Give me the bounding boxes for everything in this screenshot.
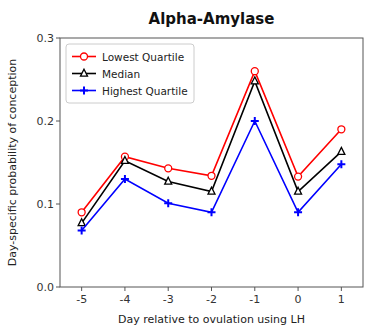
point <box>78 209 85 216</box>
x-tick <box>124 287 125 291</box>
legend: Lowest Quartile Median Highest Quartile <box>66 44 194 103</box>
point <box>78 219 85 226</box>
y-tick <box>56 38 60 39</box>
x-axis-label: Day relative to ovulation using LH <box>118 313 305 326</box>
x-tick-label: -5 <box>76 293 87 306</box>
y-tick <box>56 287 60 288</box>
point <box>121 175 129 183</box>
plot-area <box>78 68 346 235</box>
point <box>251 68 258 75</box>
y-tick-label: 0.1 <box>37 198 55 211</box>
legend-marker <box>81 69 88 76</box>
x-tick-label: 0 <box>295 293 302 306</box>
x-tick <box>211 287 212 291</box>
point <box>294 208 302 216</box>
point <box>295 187 302 194</box>
legend-box <box>66 44 194 103</box>
series <box>78 68 345 216</box>
point <box>338 147 345 154</box>
legend-marker <box>80 87 88 95</box>
x-tick <box>81 287 82 291</box>
series-line <box>82 71 342 212</box>
title: Alpha-Amylase <box>149 10 275 28</box>
axes: 0.0 0.1 0.2 0.3 -5 -4 -3 -2 -1 0 1 <box>37 32 345 306</box>
point <box>78 227 86 235</box>
legend-label: Highest Quartile <box>102 85 188 97</box>
point <box>208 172 215 179</box>
point <box>165 165 172 172</box>
point <box>208 187 215 194</box>
y-tick-label: 0.3 <box>37 32 55 45</box>
x-tick <box>298 287 299 291</box>
series <box>78 117 346 235</box>
x-tick <box>341 287 342 291</box>
x-tick-label: 1 <box>338 293 345 306</box>
point <box>251 77 258 84</box>
legend-label: Lowest Quartile <box>102 51 184 63</box>
x-tick <box>254 287 255 291</box>
plot-frame <box>60 38 363 287</box>
y-tick <box>56 121 60 122</box>
point <box>164 199 172 207</box>
x-tick-label: -3 <box>163 293 174 306</box>
x-tick-label: -1 <box>249 293 260 306</box>
y-tick <box>56 204 60 205</box>
y-axis-label: Day-specific probability of conception <box>6 59 19 266</box>
point <box>251 117 259 125</box>
point <box>337 160 345 168</box>
legend-label: Median <box>102 68 140 80</box>
chart: 0.0 0.1 0.2 0.3 -5 -4 -3 -2 -1 0 1 Alpha-Amylase Day… <box>0 0 375 333</box>
point <box>121 157 128 164</box>
point <box>338 126 345 133</box>
point <box>208 208 216 216</box>
y-tick-label: 0.2 <box>37 115 55 128</box>
x-tick <box>168 287 169 291</box>
series-line <box>82 121 342 231</box>
legend-marker <box>81 53 88 60</box>
point <box>165 177 172 184</box>
point <box>295 173 302 180</box>
x-tick-label: -4 <box>119 293 130 306</box>
y-tick-label: 0.0 <box>37 281 55 294</box>
x-tick-label: -2 <box>206 293 217 306</box>
